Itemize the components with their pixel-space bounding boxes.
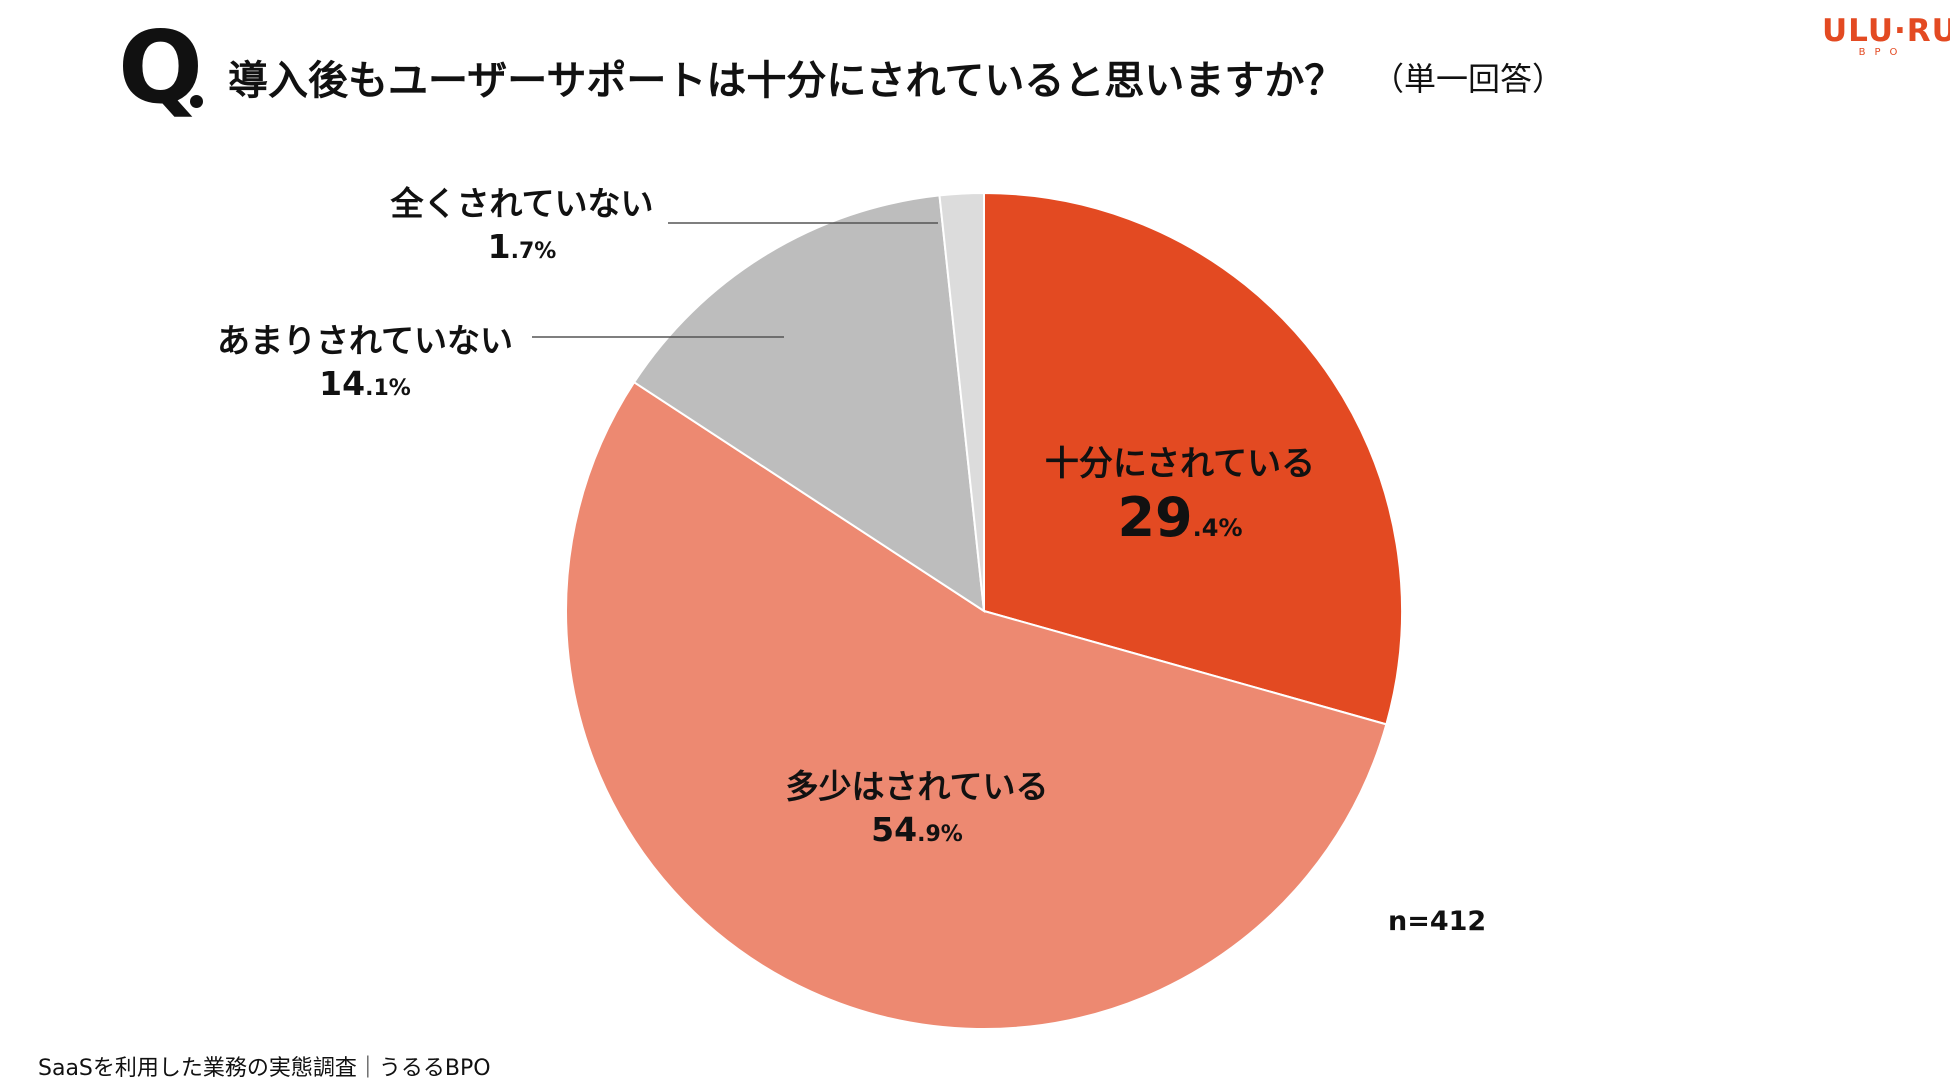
logo-subtext: BPO <box>1858 47 1907 59</box>
label-not-at-all-name: 全くされていない <box>390 184 654 223</box>
label-sufficient-value: 29.4% <box>1117 486 1243 550</box>
label-not-much-value: 14.1% <box>319 363 411 403</box>
label-not-at-all: 全くされていない 1.7% <box>372 183 672 269</box>
q-dot <box>190 95 203 108</box>
brand-logo: ULU·RU BPO <box>1822 13 1950 59</box>
label-somewhat-name: 多少はされている <box>785 767 1049 806</box>
slice-sufficient <box>983 191 1403 726</box>
label-sufficient-name: 十分にされている <box>1044 444 1316 484</box>
logo-wordmark: ULU·RU <box>1822 13 1950 49</box>
slice-not-at-all <box>938 191 985 612</box>
source-note: SaaSを利用した業務の実態調査｜うるるBPO <box>38 1056 491 1081</box>
sample-size: n=412 <box>1388 906 1487 937</box>
question-text: 導入後もユーザーサポートは十分にされていると思いますか？ <box>228 58 1345 104</box>
label-not-much-name: あまりされていない <box>216 321 513 360</box>
label-somewhat: 多少はされている 54.9% <box>767 766 1067 852</box>
label-not-at-all-value: 1.7% <box>487 226 557 266</box>
q-mark: Q <box>118 9 204 126</box>
answer-type-note: （単一回答） <box>1372 60 1565 98</box>
slice-somewhat <box>565 380 1388 1030</box>
label-somewhat-value: 54.9% <box>871 809 963 849</box>
label-not-much: あまりされていない 14.1% <box>205 320 525 406</box>
slice-not-much <box>632 194 986 613</box>
label-sufficient: 十分にされている 29.4% <box>1030 442 1330 551</box>
pie-slices <box>565 191 1403 1030</box>
